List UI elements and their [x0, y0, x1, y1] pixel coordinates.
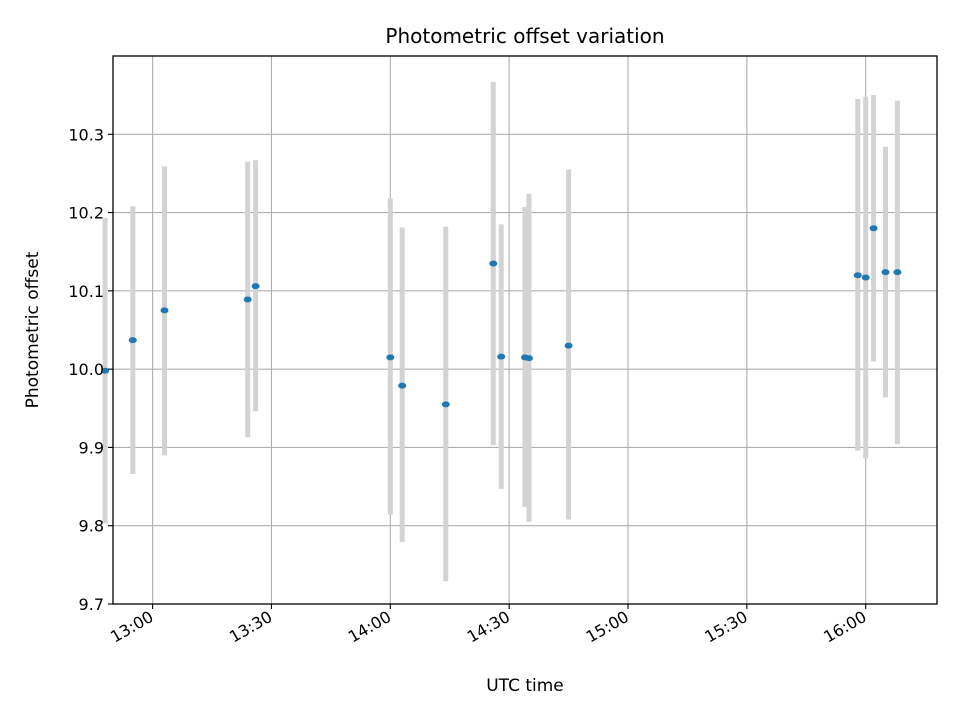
y-tick-label: 10.1 [68, 282, 104, 301]
plot-frame [112, 55, 938, 605]
data-point [564, 342, 573, 349]
y-tick-label: 9.7 [79, 595, 104, 614]
data-point [489, 260, 498, 267]
y-axis-title: Photometric offset [23, 251, 43, 408]
data-point [881, 269, 890, 276]
data-point [128, 337, 137, 344]
data-point [160, 307, 169, 314]
data-point [524, 355, 533, 362]
y-tick-label: 9.9 [79, 438, 104, 457]
data-point [441, 401, 450, 408]
y-axis-ticks: 9.7 9.8 9.9 10.0 10.1 10.2 10.3 [68, 125, 113, 614]
data-point [243, 296, 252, 303]
data-points [101, 225, 902, 408]
chart-title: Photometric offset variation [385, 24, 664, 48]
y-tick-label: 9.8 [79, 517, 104, 536]
data-point [398, 382, 407, 389]
data-point [386, 354, 395, 361]
x-axis-title: UTC time [486, 676, 564, 696]
y-tick-label: 10.2 [68, 204, 104, 223]
y-tick-label: 10.3 [68, 125, 104, 144]
data-point [101, 367, 110, 374]
data-point [893, 269, 902, 276]
data-point [869, 225, 878, 232]
y-tick-label: 10.0 [68, 360, 104, 379]
data-point [853, 272, 862, 279]
data-point [861, 274, 870, 281]
data-point [497, 353, 506, 360]
data-point [251, 283, 260, 290]
